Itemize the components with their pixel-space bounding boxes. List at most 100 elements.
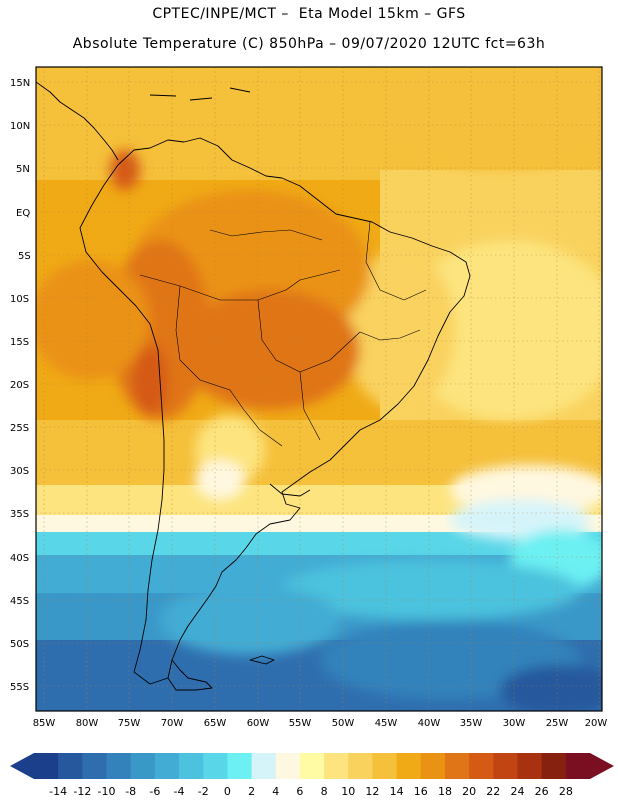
- map-subtitle: Absolute Temperature (C) 850hPa – 09/07/…: [72, 36, 546, 52]
- lon-label: 55W: [289, 718, 312, 729]
- longitude-axis: 85W 80W 75W 70W 65W 60W 55W 50W 45W 40W …: [33, 718, 608, 729]
- colorbar-swatch: [396, 753, 422, 779]
- map-frame: [35, 66, 603, 712]
- colorbar-swatch: [324, 753, 349, 779]
- field-pacific-orange: [36, 260, 150, 380]
- lon-label: 45W: [375, 718, 398, 729]
- lat-label: 10S: [10, 294, 29, 305]
- colorbar-tick-label: 20: [462, 785, 476, 798]
- colorbar-swatch: [154, 753, 180, 779]
- lon-label: 80W: [76, 718, 99, 729]
- field-chile-hot: [132, 345, 168, 415]
- latitude-axis: 15N 10N 5N EQ 5S 10S 15S 20S 25S 30S 35S…: [10, 78, 31, 693]
- lat-label: 40S: [10, 553, 29, 564]
- lat-label: EQ: [16, 208, 30, 219]
- field-far-south-dark: [500, 665, 602, 711]
- colorbar-tick-label: 18: [438, 785, 452, 798]
- lat-label: 20S: [10, 380, 29, 391]
- south-america-outline: [91, 137, 471, 691]
- colorbar-swatch: [469, 753, 494, 779]
- graticule: [36, 67, 602, 711]
- lat-label: 10N: [10, 121, 30, 132]
- country-borders: [139, 221, 427, 447]
- colorbar-boxes: [34, 753, 591, 779]
- lon-label: 75W: [118, 718, 141, 729]
- field-patagonia-mid: [160, 585, 340, 655]
- lat-label: 35S: [10, 509, 29, 520]
- falkland-islands: [249, 655, 275, 665]
- colorbar-tick-label: -2: [198, 785, 209, 798]
- colorbar-tick-label: 4: [272, 785, 279, 798]
- lon-label: 35W: [460, 718, 483, 729]
- colorbar-tick-label: 26: [535, 785, 549, 798]
- colorbar-swatch: [420, 753, 446, 779]
- lon-label: 30W: [503, 718, 526, 729]
- colorbar-swatch: [541, 753, 567, 779]
- colorbar-tick-label: 12: [365, 785, 379, 798]
- colorbar-under-arrow: [10, 753, 34, 779]
- colorbar-swatch: [275, 753, 301, 779]
- field-brazil-east-yellow: [345, 250, 455, 410]
- field-central-orange: [180, 290, 360, 410]
- lat-label: 15N: [10, 78, 30, 89]
- colorbar: -14 -12 -10 -8 -6 -4 -2 0 2 4 6 8 10 12 14 16 18 20 22 24 26…: [10, 753, 614, 798]
- colorbar-labels: -14 -12 -10 -8 -6 -4 -2 0 2 4 6 8 10 12 14 16 18 20 22 24 26…: [49, 785, 573, 798]
- lon-label: 25W: [546, 718, 569, 729]
- colorbar-tick-label: 24: [510, 785, 524, 798]
- lon-label: 65W: [204, 718, 227, 729]
- field-atlantic-cyan: [450, 500, 590, 540]
- colorbar-swatch: [34, 753, 59, 779]
- colorbar-swatch: [203, 753, 228, 779]
- colorbar-swatch: [444, 753, 470, 779]
- lat-label: 55S: [10, 682, 29, 693]
- colorbar-tick-label: -6: [149, 785, 160, 798]
- colorbar-tick-label: 28: [559, 785, 573, 798]
- lat-label: 30S: [10, 466, 29, 477]
- lon-label: 60W: [247, 718, 270, 729]
- lat-label: 25S: [10, 423, 29, 434]
- colorbar-over-arrow: [590, 753, 614, 779]
- lat-label: 45S: [10, 596, 29, 607]
- lon-label: 40W: [418, 718, 441, 729]
- colorbar-tick-label: 14: [390, 785, 404, 798]
- colorbar-swatch: [106, 753, 132, 779]
- colorbar-swatch: [565, 753, 591, 779]
- field-east-yellow: [400, 240, 602, 420]
- river-plate: [269, 483, 311, 497]
- colorbar-swatch: [251, 753, 277, 779]
- colorbar-swatch: [82, 753, 107, 779]
- lon-label: 20W: [585, 718, 608, 729]
- colorbar-tick-label: 16: [414, 785, 428, 798]
- colorbar-swatch: [130, 753, 156, 779]
- colorbar-swatch: [58, 753, 83, 779]
- colorbar-swatch: [372, 753, 397, 779]
- colorbar-tick-label: 22: [486, 785, 500, 798]
- map-title: CPTEC/INPE/MCT – Eta Model 15km – GFS: [152, 6, 466, 22]
- lon-label: 70W: [161, 718, 184, 729]
- lat-label: 5N: [16, 164, 30, 175]
- colorbar-tick-label: -10: [98, 785, 116, 798]
- lon-label: 85W: [33, 718, 56, 729]
- colorbar-swatch: [493, 753, 518, 779]
- caribbean-islands: [149, 87, 251, 101]
- colorbar-tick-label: 10: [341, 785, 355, 798]
- central-america: [36, 81, 119, 161]
- colorbar-tick-label: -4: [174, 785, 185, 798]
- colorbar-tick-label: -14: [49, 785, 67, 798]
- lon-label: 50W: [332, 718, 355, 729]
- lat-label: 5S: [18, 251, 31, 262]
- coastlines: [36, 81, 471, 691]
- colorbar-tick-label: -8: [125, 785, 136, 798]
- colorbar-tick-label: -12: [73, 785, 91, 798]
- lat-label: 50S: [10, 639, 29, 650]
- field-argentina-cold: [195, 460, 245, 500]
- colorbar-swatch: [299, 753, 325, 779]
- colorbar-tick-label: 8: [321, 785, 328, 798]
- colorbar-tick-label: 6: [296, 785, 303, 798]
- colorbar-swatch: [348, 753, 373, 779]
- colorbar-swatch: [517, 753, 543, 779]
- lat-label: 15S: [10, 337, 29, 348]
- field-southern-ocean-cyan: [280, 560, 580, 620]
- colorbar-tick-label: 2: [248, 785, 255, 798]
